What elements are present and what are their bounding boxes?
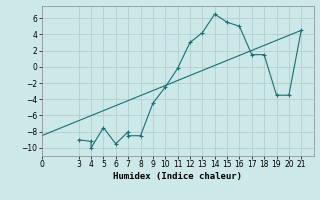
X-axis label: Humidex (Indice chaleur): Humidex (Indice chaleur)	[113, 172, 242, 181]
